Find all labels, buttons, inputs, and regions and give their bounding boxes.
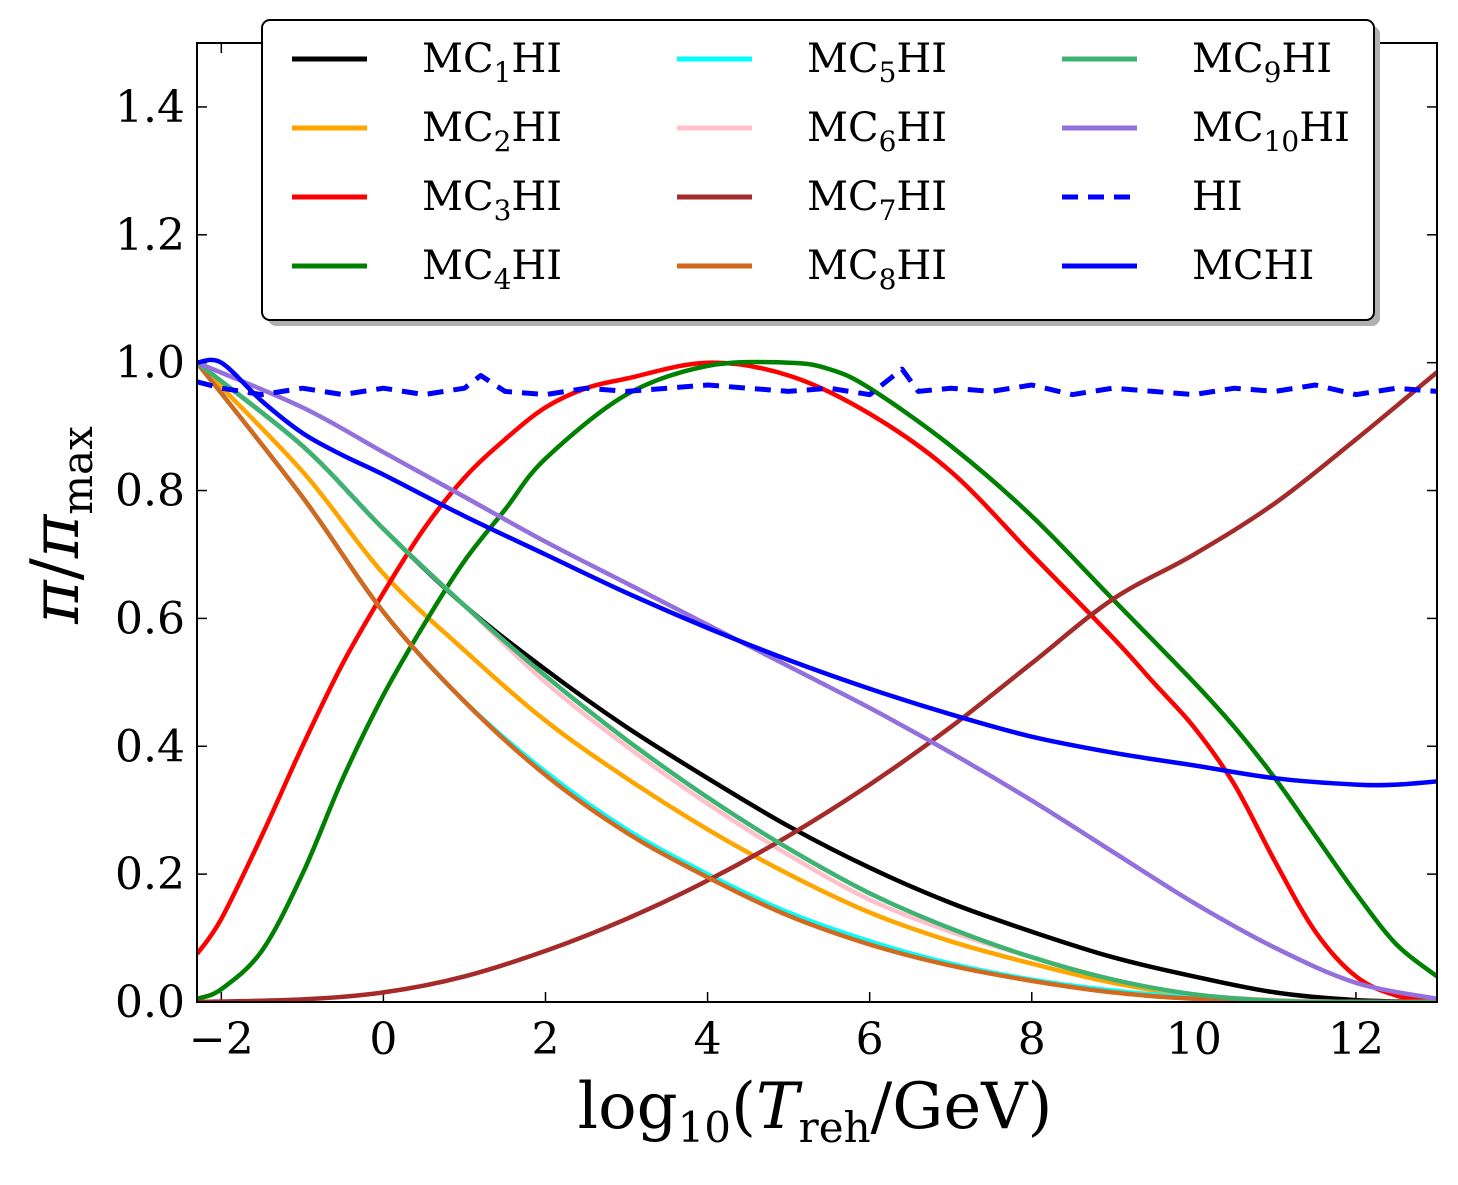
x-tick-label: 2	[531, 1014, 559, 1065]
y-tick-label: 0.0	[115, 977, 185, 1028]
series-line-MC4HI	[197, 359, 1437, 1001]
series-layer	[197, 357, 1437, 1002]
series-line-MC9HI	[197, 360, 1437, 1002]
y-tick-label: 0.2	[115, 849, 185, 900]
tick-labels: −2 0 2 4 6 8 10 12 0.0 0.2 0.4 0.6 0.8 1.0 1.2 1.4	[115, 82, 1384, 1065]
x-tick-label: 4	[694, 1014, 722, 1065]
x-tick-label: 6	[856, 1014, 884, 1065]
y-axis-title-slash: /	[17, 557, 94, 580]
x-tick-label: 10	[1166, 1014, 1222, 1065]
x-axis-title-rest: /GeV)	[871, 1070, 1053, 1144]
y-axis-title-var: π	[17, 579, 94, 625]
legend-item-MC4HI: MC4HI	[292, 243, 562, 296]
x-tick-label: 8	[1018, 1014, 1046, 1065]
series-line-MC7HI	[197, 370, 1437, 1002]
y-tick-label: 0.4	[115, 721, 185, 772]
legend-label: HI	[1192, 174, 1243, 220]
series-line-MC3HI	[197, 360, 1437, 1002]
x-tick-label: 12	[1328, 1014, 1384, 1065]
legend-item-MC3HI: MC3HI	[292, 174, 562, 227]
legend-item-HI: HI	[1062, 174, 1243, 220]
y-tick-label: 0.8	[115, 466, 185, 517]
legend-label: MC5HI	[807, 36, 947, 89]
legend-item-MC2HI: MC2HI	[292, 105, 562, 158]
legend-items: MC1HI MC2HI MC3HI MC4HI MC5HI MC6HI MC7HI MC8HI…	[292, 36, 1350, 296]
legend-item-MC6HI: MC6HI	[677, 105, 947, 158]
series-line-HI	[197, 366, 1437, 398]
x-axis-title-var-sub: reh	[799, 1103, 871, 1152]
series-line-MCHI	[197, 357, 1437, 788]
x-axis-title-open: (	[731, 1070, 756, 1144]
legend-label: MC1HI	[422, 36, 562, 89]
legend-label: MC2HI	[422, 105, 562, 158]
x-axis-title-main: log	[578, 1070, 678, 1144]
y-axis-title-var2: π	[17, 513, 94, 559]
legend-label: MC7HI	[807, 174, 947, 227]
legend-label: MC9HI	[1192, 36, 1332, 89]
legend-item-MC10HI: MC10HI	[1062, 105, 1350, 158]
legend: MC1HI MC2HI MC3HI MC4HI MC5HI MC6HI MC7HI MC8HI…	[261, 19, 1380, 326]
x-tick-label: 0	[369, 1014, 397, 1065]
legend-box	[261, 19, 1375, 321]
legend-item-MC5HI: MC5HI	[677, 36, 947, 89]
x-axis-title: log10(Treh/GeV)	[578, 1070, 1053, 1152]
legend-label: MC4HI	[422, 243, 562, 296]
legend-label: MC3HI	[422, 174, 562, 227]
legend-item-MC7HI: MC7HI	[677, 174, 947, 227]
legend-label: MCHI	[1192, 243, 1314, 289]
legend-label: MC8HI	[807, 243, 947, 296]
legend-item-MCHI: MCHI	[1062, 243, 1314, 289]
y-tick-label: 1.0	[115, 338, 185, 389]
series-line-MC8HI	[197, 361, 1437, 1002]
y-tick-label: 1.2	[115, 210, 185, 261]
y-axis-title: π/πmax	[17, 426, 102, 625]
y-tick-label: 0.6	[115, 593, 185, 644]
legend-label: MC6HI	[807, 105, 947, 158]
legend-item-MC8HI: MC8HI	[677, 243, 947, 296]
legend-label: MC10HI	[1192, 105, 1350, 158]
series-line-MC10HI	[197, 360, 1437, 1002]
y-tick-label: 1.4	[115, 82, 185, 133]
x-axis-title-sub: 10	[678, 1103, 731, 1152]
legend-item-MC9HI: MC9HI	[1062, 36, 1332, 89]
x-axis-title-var: T	[756, 1070, 803, 1144]
y-axis-title-sub: max	[53, 426, 102, 515]
legend-item-MC1HI: MC1HI	[292, 36, 562, 89]
x-tick-label: −2	[189, 1014, 254, 1065]
